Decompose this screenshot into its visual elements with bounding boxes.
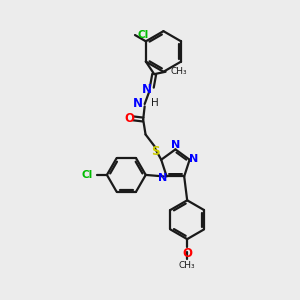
Text: S: S (151, 145, 160, 158)
Text: Cl: Cl (137, 30, 148, 40)
Text: CH₃: CH₃ (179, 261, 196, 270)
Text: N: N (142, 82, 152, 96)
Text: N: N (133, 97, 143, 110)
Text: N: N (171, 140, 180, 150)
Text: N: N (158, 172, 167, 183)
Text: O: O (124, 112, 134, 125)
Text: O: O (182, 247, 192, 260)
Text: N: N (189, 154, 198, 164)
Text: Cl: Cl (81, 170, 92, 180)
Text: CH₃: CH₃ (170, 67, 187, 76)
Text: H: H (151, 98, 158, 108)
